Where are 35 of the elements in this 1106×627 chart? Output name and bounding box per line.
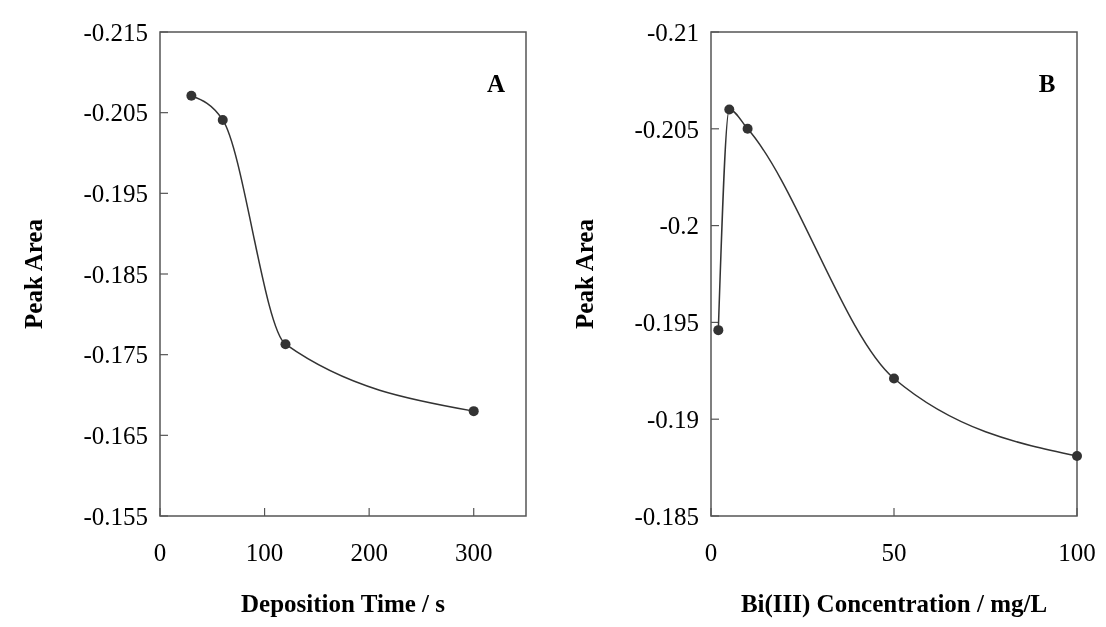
point: [280, 339, 291, 350]
y-tick-label: -0.21: [646, 18, 699, 46]
x-tick-label: 100: [245, 539, 284, 566]
y-tick-label: -0.2: [659, 212, 699, 240]
y-tick-label: -0.165: [83, 422, 148, 450]
x-axis-title: Deposition Time / s: [241, 590, 446, 617]
y-tick-label: -0.185: [634, 502, 699, 530]
point: [186, 90, 197, 101]
point: [889, 373, 899, 384]
point: [742, 123, 753, 134]
x-tick-label: 100: [1058, 539, 1096, 566]
x-tick-label: 200: [350, 539, 388, 566]
y-tick-label: -0.175: [83, 341, 148, 369]
y-tick-label: -0.205: [83, 99, 148, 127]
point: [1072, 450, 1082, 461]
y-axis-title: Peak Area: [571, 218, 598, 329]
y-tick-label: -0.19: [646, 405, 699, 433]
point: [713, 325, 724, 336]
point: [724, 104, 735, 115]
y-tick-label: -0.155: [83, 502, 148, 530]
y-axis-title: Peak Area: [20, 218, 47, 329]
x-tick-label: 50: [881, 539, 907, 566]
x-tick-label: 300: [454, 539, 493, 566]
y-tick-label: -0.215: [83, 18, 148, 46]
annotation: A: [486, 70, 506, 97]
y-tick-label: -0.185: [83, 260, 148, 288]
y-tick-label: -0.195: [634, 309, 699, 337]
y-tick-label: -0.195: [83, 180, 148, 208]
y-tick-label: -0.205: [634, 115, 699, 143]
point: [468, 406, 479, 417]
x-axis-title: Bi(III) Concentration / mg/L: [740, 590, 1048, 618]
x-tick-label: 0: [153, 539, 167, 566]
annotation: B: [1038, 70, 1056, 97]
x-tick-label: 0: [704, 539, 718, 566]
point: [217, 114, 228, 125]
